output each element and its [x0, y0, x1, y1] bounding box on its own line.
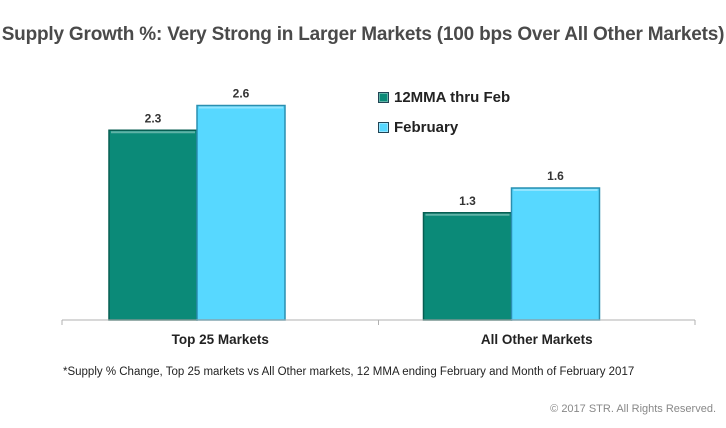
legend-label-february: February — [394, 118, 459, 136]
bar-12mma-thru-feb-top-25-markets — [108, 129, 198, 321]
x-tick-label: All Other Markets — [481, 332, 593, 347]
footnote: *Supply % Change, Top 25 markets vs All … — [63, 366, 635, 378]
data-label: 1.6 — [547, 169, 564, 183]
legend: 12MMA thru Feb February — [378, 82, 510, 142]
bar-february-top-25-markets — [196, 104, 286, 321]
bar-12mma-thru-feb-all-other-markets — [422, 212, 513, 321]
copyright: © 2017 STR. All Rights Reserved. — [550, 403, 716, 415]
legend-label-12mma: 12MMA thru Feb — [394, 88, 511, 106]
legend-swatch-12mma — [378, 91, 389, 103]
data-label: 1.3 — [459, 194, 476, 208]
data-label: 2.3 — [145, 111, 162, 125]
chart-title: Supply Growth %: Very Strong in Larger M… — [1, 24, 725, 45]
legend-swatch-february — [378, 121, 389, 133]
legend-item-february: February — [378, 112, 510, 142]
x-tick-label: Top 25 Markets — [172, 332, 269, 347]
bar-february-all-other-markets — [510, 187, 601, 321]
data-label: 2.6 — [233, 87, 250, 101]
legend-item-12mma: 12MMA thru Feb — [378, 82, 510, 112]
